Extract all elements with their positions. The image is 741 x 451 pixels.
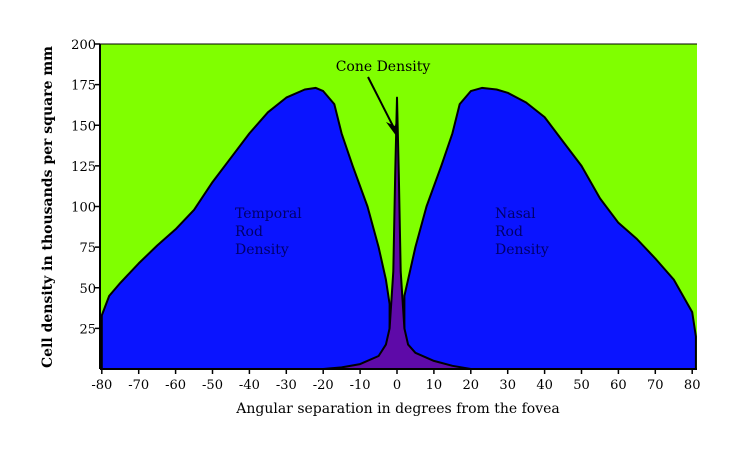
x-tick-label: 80	[684, 378, 701, 393]
cone-density-area	[322, 96, 472, 370]
annotation-arrow-shaft	[367, 76, 396, 131]
x-tick-label: 10	[426, 378, 443, 393]
x-tick-label: 0	[393, 378, 401, 393]
x-tick-label: -80	[91, 378, 112, 393]
y-tick-label: 150	[71, 119, 96, 134]
x-tick-label: -20	[313, 378, 334, 393]
x-tick-label: -50	[202, 378, 223, 393]
y-tick-label: 175	[71, 79, 96, 94]
x-tick-label: 70	[647, 378, 664, 393]
temporal-label-line: Rod	[235, 224, 263, 240]
x-tick-label: 20	[463, 378, 480, 393]
y-tick-label: 125	[71, 160, 96, 175]
temporal-rod-area	[100, 86, 391, 370]
y-axis-label: Cell density in thousands per square mm	[40, 46, 56, 368]
x-tick-label: 40	[536, 378, 553, 393]
y-tick-label: 25	[79, 322, 96, 337]
y-tick-label: 75	[79, 241, 96, 256]
nasal-label: Nasal Rod Density	[495, 206, 549, 258]
temporal-label: Temporal Rod Density	[235, 206, 302, 258]
temporal-label-line: Density	[235, 242, 289, 258]
cone-density-annotation: Cone Density	[336, 59, 431, 75]
x-tick-label: -70	[128, 378, 149, 393]
x-axis-label: Angular separation in degrees from the f…	[235, 401, 560, 417]
y-tick-label: 100	[71, 201, 96, 216]
annotation-arrowhead	[386, 116, 397, 137]
y-tick-label: 200	[71, 38, 96, 53]
nasal-label-line: Nasal	[495, 206, 536, 222]
x-tick-label: 30	[499, 378, 516, 393]
x-tick-label: -40	[239, 378, 260, 393]
x-tick-label: -30	[276, 378, 297, 393]
temporal-label-line: Temporal	[235, 206, 302, 222]
y-tick-label: 50	[79, 282, 96, 297]
x-tick-label: -10	[350, 378, 371, 393]
nasal-label-line: Rod	[495, 224, 523, 240]
x-tick-label: -60	[165, 378, 186, 393]
x-tick-label: 60	[610, 378, 627, 393]
nasal-rod-area	[403, 86, 697, 370]
x-tick-label: 50	[573, 378, 590, 393]
nasal-label-line: Density	[495, 242, 549, 258]
